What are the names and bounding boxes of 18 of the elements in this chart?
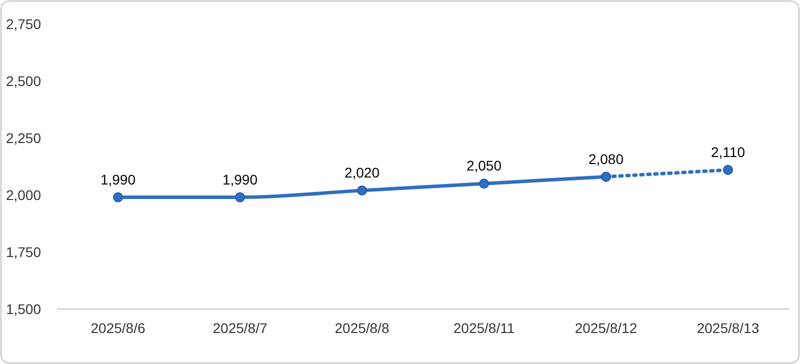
data-label: 2,110 xyxy=(711,144,746,160)
y-tick-label: 2,000 xyxy=(6,186,42,203)
x-tick-label: 2025/8/7 xyxy=(212,320,268,336)
x-tick-label: 2025/8/12 xyxy=(574,320,638,336)
y-tick-label: 2,500 xyxy=(6,72,42,89)
y-tick-label: 2,250 xyxy=(6,130,42,146)
y-tick-label: 1,750 xyxy=(6,244,42,260)
x-tick-label: 2025/8/13 xyxy=(696,320,760,336)
y-tick-label: 2,750 xyxy=(6,16,42,32)
data-label: 2,050 xyxy=(466,158,502,174)
x-tick-label: 2025/8/11 xyxy=(453,320,515,336)
data-label: 2,020 xyxy=(344,164,380,180)
data-label: 1,990 xyxy=(100,171,136,188)
x-tick-label: 2025/8/6 xyxy=(90,320,146,336)
data-label: 1,990 xyxy=(222,171,258,188)
data-label: 2,080 xyxy=(588,150,624,167)
x-tick-label: 2025/8/8 xyxy=(334,320,390,336)
y-tick-label: 1,500 xyxy=(6,300,42,317)
